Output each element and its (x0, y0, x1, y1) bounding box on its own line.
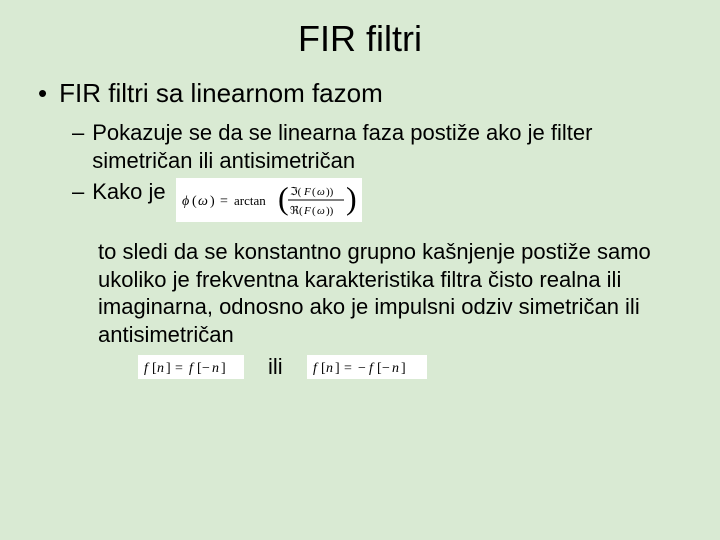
svg-text:(: ( (312, 205, 316, 217)
svg-text:f: f (369, 361, 375, 376)
svg-text:−: − (358, 361, 366, 376)
body-paragraph: to sledi da se konstantno grupno kašnjen… (98, 238, 682, 348)
slide-title: FIR filtri (38, 18, 682, 60)
svg-text:)): )) (326, 186, 334, 198)
svg-text:f: f (313, 361, 319, 376)
svg-text:ω: ω (317, 186, 325, 198)
dash-icon: – (72, 119, 84, 147)
svg-text:=: = (220, 194, 228, 209)
svg-text:]: ] (335, 361, 340, 376)
sub-item-1-text: Pokazuje se da se linearna faza postiže … (92, 119, 682, 174)
svg-text:): ) (210, 194, 215, 209)
svg-text:−: − (202, 361, 210, 376)
conjunction-ili: ili (268, 354, 283, 380)
svg-text:f: f (144, 361, 150, 376)
formula-symmetric: f [ n ] = f [ − n ] (138, 355, 244, 379)
svg-text:)): )) (326, 205, 334, 217)
sublist: – Pokazuje se da se linearna faza postiž… (72, 119, 682, 222)
bottom-formula-row: f [ n ] = f [ − n ] ili f [ n (138, 354, 682, 380)
svg-text:n: n (326, 361, 333, 376)
svg-text:−: − (382, 361, 390, 376)
svg-text:=: = (344, 361, 352, 376)
svg-text:ℜ(: ℜ( (290, 205, 303, 217)
svg-text:ϕ: ϕ (182, 194, 189, 209)
svg-text:arctan: arctan (234, 193, 266, 208)
formula-phi: ϕ ( ω ) = arctan ( ) ℑ( F ( (176, 178, 362, 222)
svg-text:(: ( (192, 194, 197, 209)
svg-text:F: F (303, 186, 311, 198)
svg-text:(: ( (312, 186, 316, 198)
slide-content: FIR filtri • FIR filtri sa linearnom faz… (0, 0, 720, 400)
svg-text:]: ] (401, 361, 406, 376)
svg-text:n: n (157, 361, 164, 376)
dash-icon: – (72, 178, 84, 206)
svg-text:ℑ(: ℑ( (290, 186, 302, 198)
svg-text:ω: ω (317, 205, 325, 217)
svg-text:ω: ω (198, 194, 208, 209)
svg-text:]: ] (221, 361, 226, 376)
sub-item-1: – Pokazuje se da se linearna faza postiž… (72, 119, 682, 174)
bullet-level1-text: FIR filtri sa linearnom fazom (59, 78, 383, 109)
svg-text:F: F (303, 205, 311, 217)
svg-text:n: n (392, 361, 399, 376)
svg-text:=: = (175, 361, 183, 376)
svg-text:(: ( (278, 180, 289, 216)
svg-text:]: ] (166, 361, 171, 376)
svg-text:): ) (346, 180, 357, 216)
svg-text:n: n (212, 361, 219, 376)
bullet-level1: • FIR filtri sa linearnom fazom (38, 78, 682, 109)
bullet-dot: • (38, 78, 47, 109)
formula-antisymmetric: f [ n ] = − f [ − n ] (307, 355, 427, 379)
sub-item-2-text: Kako je (92, 178, 165, 206)
sub-item-2: – Kako je ϕ ( ω ) = arctan ( ) (72, 178, 682, 222)
svg-text:f: f (189, 361, 195, 376)
